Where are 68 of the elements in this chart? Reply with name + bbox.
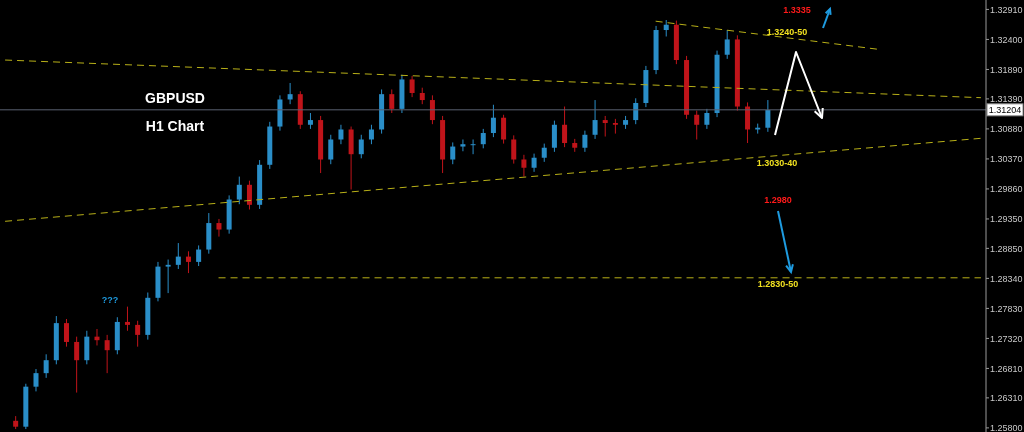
candlestick	[196, 244, 202, 267]
annotation: 1.3240-50	[766, 27, 808, 37]
candlestick	[480, 128, 486, 149]
annotation: 1.2830-50	[757, 279, 799, 289]
candlestick	[185, 250, 191, 274]
candlestick	[74, 336, 80, 394]
candlestick	[124, 306, 130, 332]
text: GBPUSD	[144, 90, 206, 106]
candlestick	[460, 138, 466, 152]
candlestick	[328, 134, 334, 165]
candlestick	[165, 259, 171, 294]
y-tick-label: 1.27320	[990, 333, 1023, 344]
y-tick-label: 1.27830	[990, 303, 1023, 314]
candlestick	[724, 29, 730, 60]
candlestick	[633, 97, 639, 125]
candlestick	[490, 104, 496, 138]
candlestick	[511, 134, 517, 165]
y-tick-label: 1.28340	[990, 273, 1023, 284]
candlestick	[541, 143, 547, 163]
candlestick	[450, 141, 456, 165]
y-tick-label: 1.32400	[990, 34, 1023, 45]
candlestick	[745, 101, 751, 144]
candlestick	[216, 218, 222, 238]
y-tick-label: 1.28850	[990, 243, 1023, 254]
candlestick	[338, 124, 344, 145]
candlestick	[501, 114, 507, 145]
candlestick	[470, 138, 476, 155]
candlestick	[43, 353, 49, 379]
candlestick	[246, 180, 252, 211]
y-tick-label: 1.29860	[990, 184, 1023, 195]
annotation: 1.2980	[764, 195, 792, 205]
text: H1 Chart	[144, 118, 206, 134]
candlestick	[531, 153, 537, 173]
candlestick	[694, 110, 700, 140]
annotation: ???	[101, 295, 119, 305]
y-tick-label: 1.26310	[990, 393, 1023, 404]
annotation: 1.3335	[783, 5, 811, 15]
y-tick-label: 1.31390	[990, 94, 1023, 105]
candlestick	[63, 318, 69, 348]
candlestick	[236, 176, 242, 205]
y-tick-label: 1.30370	[990, 154, 1023, 165]
y-tick-label: 1.30880	[990, 124, 1023, 135]
candlestick	[592, 99, 598, 140]
candlestick	[33, 368, 39, 392]
candlestick	[135, 320, 141, 348]
candlestick	[287, 82, 293, 105]
y-tick-label: 1.31890	[990, 64, 1023, 75]
candlestick	[582, 130, 588, 153]
candlestick	[409, 75, 415, 98]
candlestick	[84, 330, 90, 365]
candlestick	[562, 106, 568, 148]
candlestick	[704, 108, 710, 130]
candlestick	[765, 99, 771, 133]
candlestick	[429, 94, 435, 125]
y-tick-label: 1.29350	[990, 214, 1023, 225]
candlestick	[175, 242, 181, 270]
candlestick	[358, 134, 364, 159]
candlestick	[389, 88, 395, 114]
annotation: 1.3030-40	[756, 158, 798, 168]
candlestick	[368, 124, 374, 145]
candlestick	[104, 334, 110, 374]
y-tick-label: 1.26810	[990, 363, 1023, 374]
ref-line-label: 1.31204	[988, 104, 1022, 115]
y-tick-label: 1.25800	[990, 423, 1023, 432]
candlestick	[521, 154, 527, 178]
candlestick	[551, 120, 557, 153]
candlestick	[602, 115, 608, 138]
y-tick-label: 1.32910	[990, 4, 1023, 15]
